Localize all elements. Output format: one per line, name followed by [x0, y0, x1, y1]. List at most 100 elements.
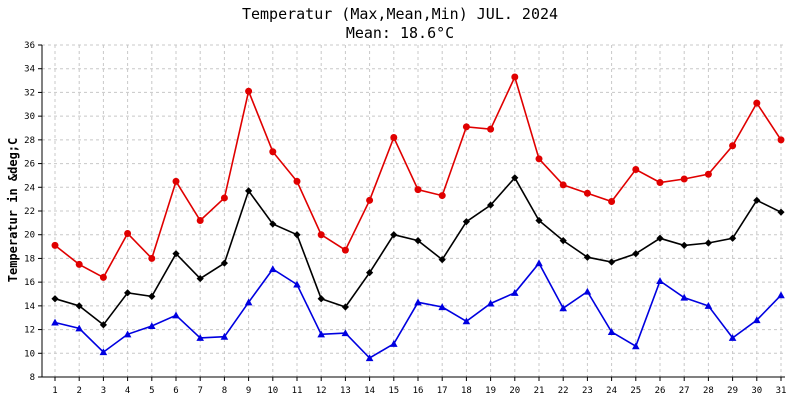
data-point-mean: [535, 216, 543, 225]
x-tick-label: 28: [703, 386, 714, 396]
data-point-max: [269, 148, 277, 156]
data-point-max: [729, 142, 737, 150]
data-point-min: [728, 334, 737, 341]
data-point-min: [99, 348, 108, 356]
data-point-max: [317, 231, 325, 239]
data-point-mean: [148, 292, 156, 300]
data-point-max: [99, 273, 107, 281]
data-point-min: [220, 332, 229, 340]
data-point-min: [535, 259, 543, 267]
data-point-max: [196, 216, 204, 224]
data-point-max: [487, 125, 495, 133]
data-point-min: [123, 330, 132, 338]
y-tick-label: 12: [24, 326, 35, 336]
series-group: [51, 73, 785, 362]
data-point-min: [244, 298, 253, 306]
data-point-max: [245, 87, 253, 95]
data-point-mean: [511, 174, 519, 182]
data-point-max: [535, 155, 543, 163]
y-tick-label: 18: [24, 254, 35, 264]
data-point-max: [777, 136, 785, 144]
data-point-min: [462, 317, 471, 325]
data-point-mean: [220, 259, 228, 267]
data-point-min: [486, 299, 495, 307]
data-point-min: [632, 342, 640, 350]
x-tick-label: 9: [246, 386, 251, 396]
data-point-mean: [680, 241, 688, 249]
data-point-min: [365, 354, 374, 362]
data-point-min: [341, 329, 350, 337]
data-point-max: [293, 177, 301, 185]
data-point-mean: [269, 220, 277, 228]
x-tick-label: 6: [173, 386, 178, 396]
x-tick-label: 4: [125, 386, 130, 396]
x-tick-label: 5: [149, 386, 154, 396]
y-tick-label: 10: [24, 349, 35, 359]
series-min: [51, 259, 785, 362]
data-point-min: [511, 289, 519, 296]
data-point-max: [608, 198, 616, 206]
y-tick-label: 8: [30, 373, 35, 383]
y-tick-label: 28: [24, 136, 35, 146]
data-point-mean: [99, 321, 107, 329]
x-tick-label: 14: [364, 386, 375, 396]
y-tick-label: 24: [24, 183, 35, 193]
x-tick-label: 24: [606, 386, 617, 396]
data-point-max: [148, 254, 156, 262]
data-point-mean: [75, 302, 83, 310]
data-point-max: [390, 133, 398, 141]
data-point-max: [704, 170, 712, 178]
y-tick-label: 20: [24, 231, 35, 241]
data-point-min: [656, 277, 664, 284]
x-tick-label: 29: [727, 386, 738, 396]
x-tick-label: 27: [679, 386, 690, 396]
data-point-max: [753, 99, 761, 107]
data-point-max: [172, 177, 180, 185]
data-point-max: [51, 241, 59, 249]
data-point-max: [341, 246, 349, 254]
data-point-min: [172, 311, 180, 319]
series-max: [51, 73, 785, 281]
data-point-max: [680, 175, 688, 183]
data-point-mean: [753, 196, 761, 204]
data-point-mean: [438, 256, 446, 264]
data-point-min: [583, 287, 592, 295]
x-tick-label: 19: [485, 386, 496, 396]
y-tick-label: 16: [24, 278, 35, 288]
x-tick-label: 20: [509, 386, 520, 396]
series-mean: [51, 174, 785, 329]
data-point-mean: [729, 234, 737, 242]
data-point-mean: [462, 218, 470, 226]
x-tick-label: 21: [534, 386, 545, 396]
data-point-mean: [124, 289, 132, 297]
data-point-max: [462, 123, 470, 131]
data-point-max: [656, 179, 664, 187]
data-point-min: [414, 298, 422, 306]
data-point-mean: [559, 237, 567, 245]
data-point-mean: [245, 187, 253, 195]
y-tick-label: 36: [24, 41, 35, 51]
x-tick-label: 25: [630, 386, 641, 396]
chart-title: Temperatur (Max,Mean,Min) JUL. 2024: [242, 5, 558, 23]
x-tick-label: 3: [101, 386, 106, 396]
x-tick-label: 10: [267, 386, 278, 396]
data-point-mean: [196, 274, 204, 283]
x-tick-label: 30: [751, 386, 762, 396]
y-tick-label: 32: [24, 88, 35, 98]
x-tick-label: 8: [222, 386, 227, 396]
y-tick-label: 26: [24, 160, 35, 170]
data-point-max: [366, 196, 374, 204]
data-point-mean: [777, 208, 785, 216]
data-point-min: [148, 322, 156, 330]
data-point-mean: [656, 234, 664, 242]
data-point-mean: [608, 258, 616, 266]
data-point-min: [438, 303, 446, 311]
data-point-max: [124, 230, 132, 238]
data-point-mean: [583, 253, 591, 261]
data-point-max: [438, 192, 446, 200]
x-tick-label: 31: [776, 386, 787, 396]
x-tick-label: 16: [413, 386, 424, 396]
y-tick-label: 14: [24, 302, 35, 312]
data-point-min: [559, 304, 567, 312]
data-point-min: [753, 316, 761, 324]
